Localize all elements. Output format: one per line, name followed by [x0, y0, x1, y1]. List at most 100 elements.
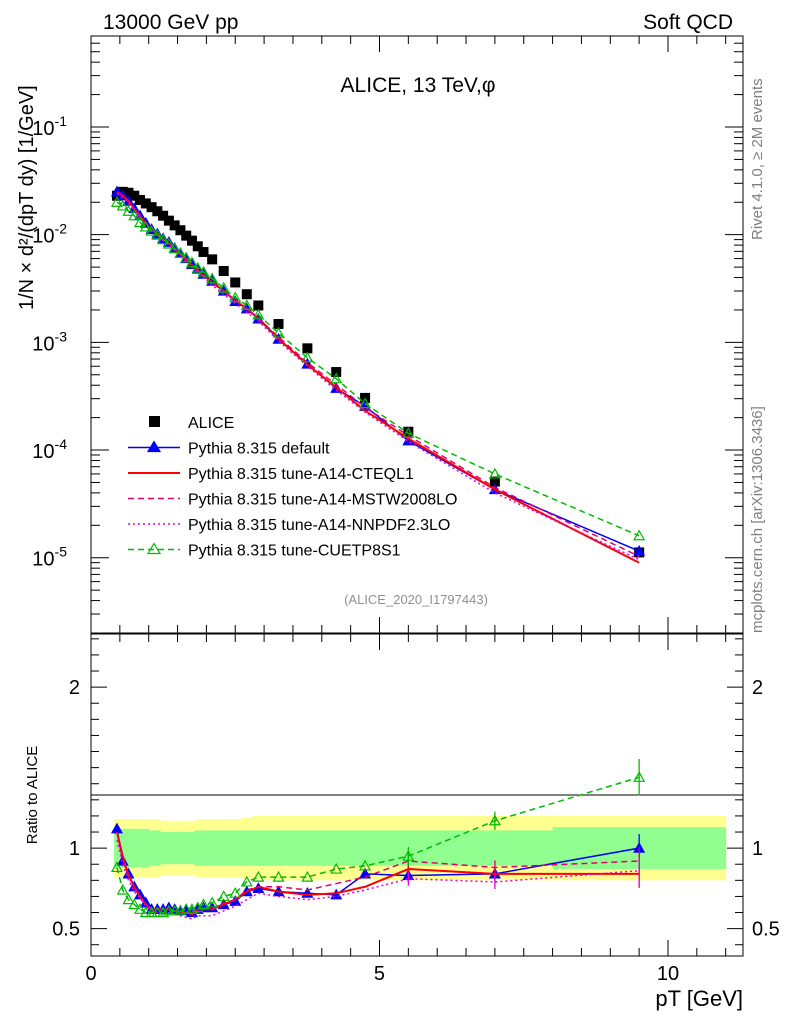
legend-label: Pythia 8.315 tune-A14-CTEQL1 — [188, 466, 414, 483]
x-tick-label: 5 — [374, 963, 385, 985]
main-y-tick-label: 10-1 — [32, 113, 67, 140]
stat-uncertainty-band — [350, 830, 380, 866]
alice-data-point — [218, 266, 229, 277]
main-y-tick-label-base: 10 — [32, 226, 54, 248]
stat-uncertainty-band — [241, 830, 254, 866]
ratio-series-marker — [330, 862, 343, 874]
legend-label: Pythia 8.315 tune-A14-MSTW2008LO — [188, 492, 457, 509]
alice-data-point — [331, 367, 342, 378]
legend-entry-alice: ALICE — [149, 415, 234, 432]
ratio-series-marker — [162, 904, 175, 916]
alice-data-point — [207, 254, 218, 265]
ratio-series-marker — [240, 875, 253, 887]
series-marker — [116, 199, 129, 211]
main-y-tick-label-exponent: -4 — [55, 436, 68, 452]
alice-data-point — [273, 319, 284, 330]
stat-uncertainty-band — [160, 832, 173, 865]
main-y-tick-label: 10-5 — [32, 544, 67, 571]
ratio-series-marker — [206, 896, 219, 908]
legend-label: Pythia 8.315 default — [188, 441, 330, 458]
legend-entry-pythia-8-315-tune-a14-cteql1: Pythia 8.315 tune-A14-CTEQL1 — [128, 466, 414, 483]
series-pythia-8-315-tune-cuetp8s1 — [110, 196, 646, 541]
series-marker — [180, 251, 193, 263]
ratio-series-marker — [145, 906, 158, 918]
series-marker — [122, 205, 135, 216]
ratio-series-marker — [116, 883, 129, 895]
ratio-series-marker — [139, 906, 152, 918]
ratio-series-marker — [128, 898, 141, 910]
series-marker — [151, 228, 164, 240]
alice-data-point — [146, 202, 157, 213]
main-y-tick-label-base: 10 — [32, 549, 54, 571]
main-y-tick-label-base: 10 — [32, 118, 54, 140]
stat-uncertainty-band — [148, 830, 161, 866]
series-marker — [633, 544, 646, 556]
main-title: ALICE, 13 TeV,φ — [341, 74, 496, 97]
series-marker — [145, 224, 158, 236]
legend-label: ALICE — [188, 415, 234, 432]
legend: ALICE Pythia 8.315 default Pythia 8.315 tu… — [128, 415, 457, 560]
series-pythia-8-315-tune-a14-mstw2008lo — [116, 191, 640, 558]
ratio-series-marker — [359, 859, 372, 871]
stat-uncertainty-band — [217, 830, 230, 866]
ratio-y-tick-label: 0.5 — [52, 919, 80, 941]
legend-entry-pythia-8-315-default: Pythia 8.315 default — [128, 440, 330, 458]
ratio-y-tick-label: 1 — [69, 838, 80, 860]
x-axis-label-text: pT [GeV] — [655, 986, 743, 1011]
x-axis-label: pT [GeV] — [655, 986, 743, 1011]
alice-data-point — [302, 343, 313, 354]
header-right-label: Soft QCD — [643, 11, 733, 34]
series-marker — [240, 299, 253, 311]
stat-uncertainty-band — [194, 830, 207, 866]
stat-uncertainty-band — [229, 830, 242, 866]
series-marker — [168, 242, 181, 254]
series-marker — [330, 372, 343, 384]
series-marker — [134, 216, 147, 228]
alice-data-point — [253, 300, 264, 311]
alice-data-point — [175, 225, 186, 236]
alice-data-point — [152, 206, 163, 217]
main-y-tick-label-base: 10 — [32, 333, 54, 355]
main-y-tick-label-exponent: -3 — [55, 328, 68, 344]
ratio-series-pythia-8-315-tune-a14-nnpdf2-3lo — [116, 839, 640, 920]
series-marker — [272, 326, 285, 338]
ratio-ticks: 0.5 0.5 1 1 2 2 0 5 10 — [52, 634, 780, 985]
main-y-tick-label-base: 10 — [32, 441, 54, 463]
ratio-panel: 0.5 0.5 1 1 2 2 0 5 10 Ratio to ALICE pT [GeV] — [24, 633, 780, 1011]
series-marker — [185, 256, 198, 268]
main-series — [110, 185, 646, 564]
alice-data-point — [169, 220, 180, 231]
x-tick-label: 0 — [85, 963, 96, 985]
main-y-tick-label: 10-2 — [32, 221, 67, 248]
series-marker — [229, 291, 242, 303]
series-marker — [206, 272, 219, 284]
legend-marker — [149, 416, 160, 427]
analysis-tag: (ALICE_2020_I1797443) — [344, 592, 488, 607]
alice-data-point — [123, 187, 134, 198]
alice-data-point — [140, 198, 151, 209]
ratio-series-marker — [122, 893, 135, 905]
ratio-y-tick-label-right: 0.5 — [752, 919, 780, 941]
series-marker — [301, 351, 314, 363]
main-y-axis-label-text: 1/N × d²/(dpT dy) [1/GeV] — [16, 85, 38, 310]
ratio-series-line — [116, 839, 640, 920]
alice-data-point — [489, 476, 500, 487]
ratio-y-tick-label-right: 1 — [752, 838, 763, 860]
stat-uncertainty-band — [264, 830, 294, 866]
series-marker — [191, 261, 204, 273]
ratio-series-marker — [252, 870, 265, 882]
main-y-tick-label-exponent: -1 — [55, 113, 68, 129]
ratio-series-marker — [633, 771, 646, 782]
ratio-series-pythia-8-315-tune-cuetp8s1 — [110, 759, 646, 918]
ratio-series-marker — [134, 903, 147, 914]
main-y-tick-label-exponent: -5 — [55, 544, 68, 560]
alice-data-point — [181, 230, 192, 241]
series-marker — [174, 247, 187, 259]
series-line — [116, 193, 640, 561]
series-line — [116, 201, 640, 537]
series-marker — [128, 209, 141, 221]
ratio-y-tick-label-right: 2 — [752, 677, 763, 699]
series-marker — [488, 467, 501, 479]
series-marker — [110, 196, 123, 207]
series-marker — [633, 529, 646, 541]
